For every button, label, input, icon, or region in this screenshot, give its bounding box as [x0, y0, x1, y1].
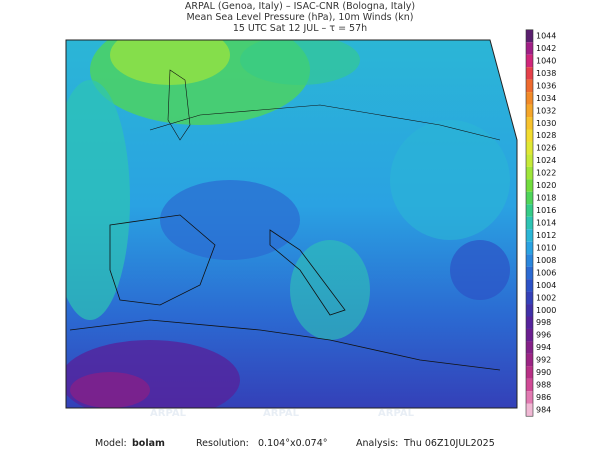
colorbar-label: 1004	[536, 281, 556, 290]
colorbar-label: 1042	[536, 44, 556, 53]
footer-value: 0.104°x0.074°	[258, 438, 328, 449]
colorbar-swatch	[526, 216, 533, 230]
colorbar-swatch	[526, 279, 533, 292]
header-line: 15 UTC Sat 12 JUL – τ = 57h	[233, 23, 367, 34]
colorbar-label: 1006	[536, 268, 556, 277]
colorbar-label: 988	[536, 381, 551, 390]
colorbar-label: 1012	[536, 231, 556, 240]
colorbar-label: 1016	[536, 206, 556, 215]
colorbar-swatch	[526, 366, 533, 379]
colorbar-swatch	[526, 316, 533, 329]
colorbar-swatch	[526, 241, 533, 255]
colorbar-swatch	[526, 92, 533, 105]
colorbar-label: 1036	[536, 81, 556, 90]
colorbar-label: 1026	[536, 144, 556, 153]
colorbar-swatch	[526, 79, 533, 93]
colorbar-swatch	[526, 29, 533, 43]
footer-label: Model:	[95, 438, 127, 449]
colorbar-label: 1028	[536, 131, 556, 140]
colorbar-label: 1032	[536, 106, 556, 115]
colorbar-swatch	[526, 291, 533, 305]
header-line: Mean Sea Level Pressure (hPa), 10m Winds…	[186, 12, 413, 23]
colorbar-label: 1030	[536, 119, 556, 128]
colorbar-swatch	[526, 42, 533, 55]
colorbar-label: 1018	[536, 194, 556, 203]
colorbar-label: 1024	[536, 156, 556, 165]
colorbar-swatch	[526, 403, 533, 417]
colorbar-swatch	[526, 304, 533, 317]
colorbar-swatch	[526, 54, 533, 68]
colorbar-label: 1044	[536, 32, 556, 41]
footer-label: Resolution:	[196, 438, 249, 449]
colorbar-swatch	[526, 266, 533, 280]
colorbar-swatch	[526, 341, 533, 354]
colorbar-swatch	[526, 254, 533, 267]
colorbar-swatch	[526, 328, 533, 342]
colorbar-swatch	[526, 154, 533, 167]
colorbar-swatch	[526, 191, 533, 205]
footer-label: Analysis:	[356, 438, 398, 449]
watermark: ARPAL	[150, 408, 187, 419]
colorbar-label: 1008	[536, 256, 556, 265]
footer-value: bolam	[132, 438, 165, 449]
colorbar-label: 1010	[536, 243, 556, 252]
colorbar-frame	[525, 29, 534, 417]
colorbar-label: 1020	[536, 181, 556, 190]
colorbar-swatch	[526, 378, 533, 392]
colorbar-swatch	[526, 204, 533, 217]
colorbar-label: 1014	[536, 219, 556, 228]
colorbar-swatch	[526, 141, 533, 155]
colorbar-label: 1040	[536, 56, 556, 65]
colorbar-swatch	[526, 67, 533, 80]
colorbar-swatch	[526, 229, 533, 242]
header-line: ARPAL (Genoa, Italy) – ISAC-CNR (Bologna…	[185, 1, 415, 12]
colorbar-swatch	[526, 129, 533, 142]
colorbar-label: 992	[536, 356, 551, 365]
watermark: ARPAL	[263, 408, 300, 419]
footer-value: Thu 06Z10JUL2025	[403, 438, 495, 449]
colorbar-swatch	[526, 353, 533, 367]
colorbar-swatch	[526, 104, 533, 118]
colorbar-label: 1038	[536, 69, 556, 78]
colorbar-label: 1002	[536, 293, 556, 302]
colorbar-swatch	[526, 179, 533, 192]
colorbar-swatch	[526, 391, 533, 404]
watermark: ARPAL	[378, 408, 415, 419]
map-field	[66, 40, 517, 408]
colorbar-label: 986	[536, 393, 551, 402]
colorbar-swatch	[526, 166, 533, 180]
colorbar-label: 994	[536, 343, 551, 352]
colorbar-label: 984	[536, 406, 551, 415]
colorbar-label: 996	[536, 331, 551, 340]
colorbar-label: 998	[536, 318, 551, 327]
colorbar-label: 1000	[536, 306, 556, 315]
colorbar-label: 1022	[536, 169, 556, 178]
map-frame	[65, 39, 518, 409]
colorbar-label: 1034	[536, 94, 556, 103]
colorbar-swatch	[526, 117, 533, 130]
colorbar-label: 990	[536, 368, 551, 377]
colorbar: 1044 1042 1040 1038 1036 1034 1032 1030 1028 1026…	[525, 29, 556, 417]
